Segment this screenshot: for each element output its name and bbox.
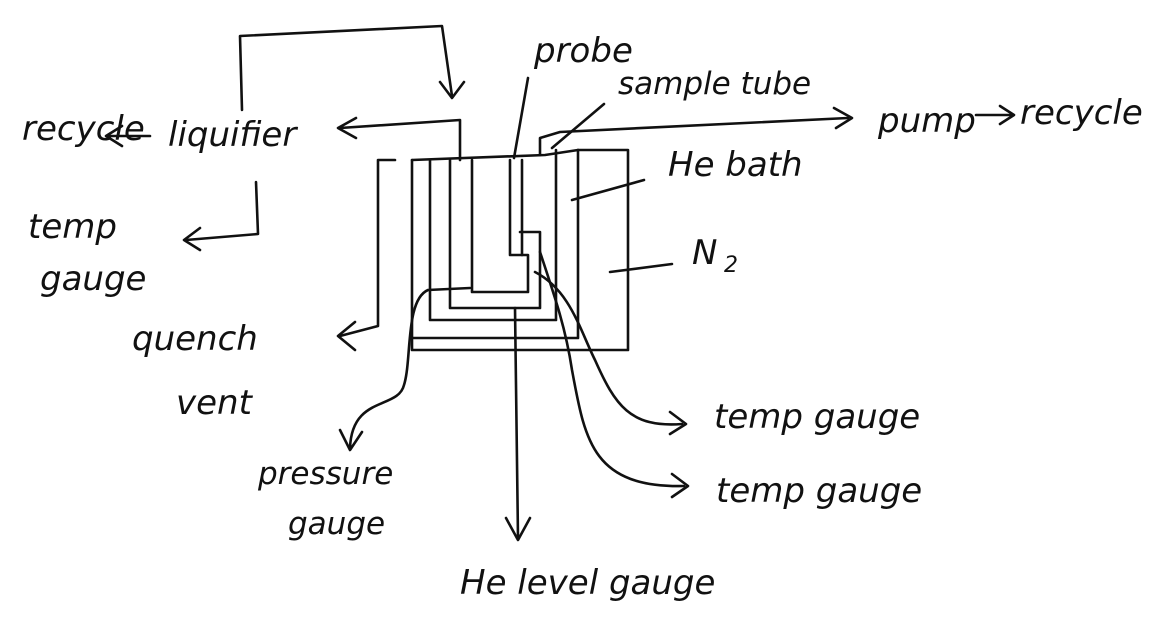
pump-label: pump [877, 101, 976, 141]
recycle-right-label: recycle [1020, 93, 1143, 133]
recycle-left-label: recycle [22, 109, 145, 149]
temp-gauge-left-line [184, 180, 260, 242]
pump-arrow [832, 106, 854, 130]
probe-label: probe [533, 31, 633, 71]
he-bath-label: He bath [668, 145, 803, 185]
pressure-gauge-line [348, 286, 472, 450]
n2-jacket-outer [410, 148, 630, 352]
temp-gauge-left-arrow [182, 226, 202, 252]
liquifier-loop-arrow [438, 80, 466, 100]
n2-label: N [692, 233, 717, 273]
gauge-connections [338, 250, 690, 542]
n2-subscript: 2 [724, 253, 738, 278]
top-plate [410, 148, 580, 162]
he-level-gauge-label: He level gauge [460, 563, 715, 603]
pump-connections [512, 76, 1016, 274]
temp-gauge-arrow-1 [668, 410, 688, 436]
pressure-gauge-arrow [338, 428, 364, 452]
he-level-arrow [504, 516, 532, 542]
he-bath-wall [428, 148, 558, 322]
liquifier-loop [238, 24, 454, 112]
pressure-gauge-label-line1: pressure [257, 456, 393, 492]
pump-line [538, 116, 850, 157]
liquifier-connections [104, 24, 466, 252]
quench-tube [338, 158, 397, 338]
liquifier-return-line [338, 118, 462, 162]
pump-to-recycle-arrow [974, 104, 1016, 126]
he-level-line [513, 306, 520, 540]
sample-tube-pointer [550, 102, 606, 150]
sample-tube-body [470, 158, 530, 294]
quench-vent-arrow [336, 320, 357, 352]
temp-gauge-left-label-line1: temp [28, 207, 117, 247]
recycle-left-arrow [104, 124, 152, 148]
temp-gauge-right-label-2: temp gauge [716, 471, 922, 511]
pressure-gauge-label-line2: gauge [288, 506, 385, 542]
temp-gauge-line-1 [533, 270, 684, 426]
he-bath-pointer [570, 178, 646, 202]
he-bath-right-wall [410, 148, 580, 340]
temp-gauge-line-2 [538, 250, 686, 488]
liquifier-label: liquifier [168, 115, 298, 155]
quench-vent-label-line1: quench [132, 319, 258, 359]
liquifier-return-arrow [336, 116, 358, 140]
inner-vessel [448, 158, 542, 310]
probe-pointer [512, 76, 530, 160]
cryostat-vessel [336, 148, 630, 352]
temp-gauge-left-label-line2: gauge [40, 259, 146, 299]
n2-pointer [608, 262, 674, 274]
quench-vent-label-line2: vent [176, 383, 254, 423]
sample-tube-label: sample tube [618, 66, 811, 102]
temp-gauge-arrow-2 [670, 472, 690, 499]
labels: recycle liquifier temp gauge quench vent… [22, 31, 1143, 603]
temp-gauge-right-label-1: temp gauge [714, 397, 920, 437]
